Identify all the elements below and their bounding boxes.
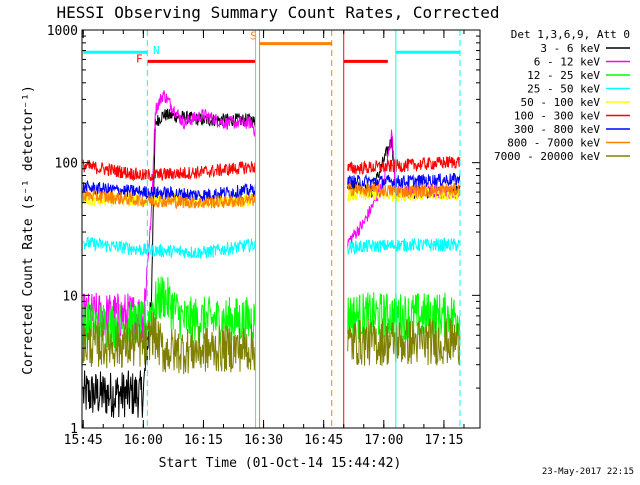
x-tick-label-7: 17:15 — [424, 433, 463, 448]
series-line-6 — [82, 155, 461, 182]
x-tick-label-1: 15:45 — [64, 433, 103, 448]
legend-entry-5: 50 - 100 keV — [521, 96, 601, 109]
state-label-n: N — [153, 44, 160, 57]
state-label-f: F — [136, 52, 143, 65]
series-line-8 — [82, 182, 461, 210]
x-tick-label-4: 16:30 — [244, 433, 283, 448]
legend-entry-2: 6 - 12 keV — [534, 56, 601, 69]
state-bars: NF S — [83, 30, 460, 65]
legend-entry-9: 7000 - 20000 keV — [494, 150, 600, 163]
legend-header: Det 1,3,6,9, Att 0 — [511, 28, 630, 41]
legend-entry-7: 300 - 800 keV — [514, 123, 600, 136]
series-group — [82, 90, 461, 418]
state-label-s: S — [250, 30, 257, 43]
x-tick-label-3: 16:15 — [184, 433, 223, 448]
x-axis-label: Start Time (01-Oct-14 15:44:42) — [159, 456, 402, 471]
legend-entry-6: 100 - 300 keV — [514, 110, 600, 123]
series-line-1 — [82, 108, 461, 418]
plot-frame — [81, 29, 481, 429]
y-axis: 1 10 100 1000 — [47, 24, 480, 437]
legend-entry-8: 800 - 7000 keV — [507, 137, 600, 150]
x-tick-label-6: 17:00 — [364, 433, 403, 448]
y-tick-label-1: 1 — [70, 422, 78, 437]
legend-entry-1: 3 - 6 keV — [540, 42, 600, 55]
y-tick-label-3: 100 — [55, 157, 78, 172]
footer-timestamp: 23-May-2017 22:15 — [542, 467, 634, 477]
x-tick-label-5: 16:45 — [304, 433, 343, 448]
series-line-9 — [82, 311, 461, 375]
chart-title: HESSI Observing Summary Count Rates, Cor… — [56, 3, 499, 22]
y-axis-label: Corrected Count Rate (s⁻¹ detector⁻¹) — [21, 85, 36, 375]
series-line-4 — [83, 236, 461, 259]
series-line-3 — [82, 276, 461, 349]
x-tick-label-2: 16:00 — [124, 433, 163, 448]
legend-entry-3: 12 - 25 keV — [527, 69, 600, 82]
x-axis: 15:45 16:00 16:15 16:30 16:45 17:00 17:15 — [64, 30, 465, 448]
state-vlines — [146, 30, 461, 428]
legend-entry-4: 25 - 50 keV — [527, 83, 600, 96]
y-tick-label-4: 1000 — [47, 24, 78, 39]
y-tick-label-2: 10 — [62, 289, 78, 304]
